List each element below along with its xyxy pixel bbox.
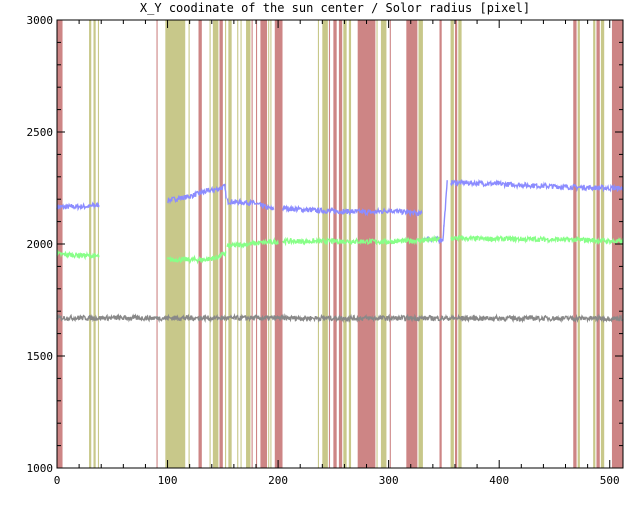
olive-band [270, 20, 272, 468]
olive-band [450, 20, 454, 468]
series-3-line [56, 313, 624, 324]
x-tick-label: 300 [379, 474, 399, 487]
series-2-line [166, 250, 227, 265]
olive-band [458, 20, 462, 468]
olive-band [600, 20, 605, 468]
series-1-line [56, 201, 100, 212]
red-band [333, 20, 337, 468]
x-tick-label: 200 [268, 474, 288, 487]
olive-band [418, 20, 423, 468]
olive-band [225, 20, 227, 468]
red-band [219, 20, 223, 468]
series-layer [56, 178, 624, 324]
series-2-line [226, 237, 279, 249]
series-1-line [281, 204, 423, 218]
olive-band [89, 20, 92, 468]
x-tick-label: 400 [489, 474, 509, 487]
olive-band [212, 20, 219, 468]
red-band [439, 20, 442, 468]
series-1-line [450, 178, 624, 193]
olive-band [268, 20, 270, 468]
ticks-layer: 0 100 200 300 400 500 1000 1500 2000 2500 3000 [27, 14, 623, 487]
olive-band [317, 20, 319, 468]
olive-band [97, 20, 100, 468]
red-band [357, 20, 376, 468]
red-band [406, 20, 418, 468]
red-band [454, 20, 458, 468]
y-tick-label: 2500 [27, 126, 54, 139]
series-1-line [423, 180, 448, 245]
red-band [198, 20, 202, 468]
y-tick-label: 3000 [27, 14, 54, 27]
red-band [260, 20, 268, 468]
olive-band [188, 20, 190, 468]
chart-title: X_Y coodinate of the sun center / Solor … [140, 1, 530, 15]
olive-band [577, 20, 580, 468]
y-tick-label: 2000 [27, 238, 54, 251]
red-band [338, 20, 343, 468]
olive-band [593, 20, 596, 468]
olive-band [165, 20, 186, 468]
series-1-line [226, 197, 275, 211]
red-band [156, 20, 158, 468]
y-tick-label: 1500 [27, 350, 54, 363]
red-band [328, 20, 331, 468]
series-2-line [450, 234, 624, 247]
x-tick-label: 0 [54, 474, 61, 487]
series-1-line [167, 183, 227, 205]
red-band [573, 20, 577, 468]
series-2-line [282, 234, 441, 247]
red-band [389, 20, 391, 468]
x-tick-label: 500 [600, 474, 620, 487]
y-tick-label: 1000 [27, 462, 54, 475]
olive-band [93, 20, 96, 468]
series-2-line [56, 249, 100, 261]
x-tick-label: 100 [158, 474, 178, 487]
olive-band [376, 20, 378, 468]
olive-band [209, 20, 211, 468]
